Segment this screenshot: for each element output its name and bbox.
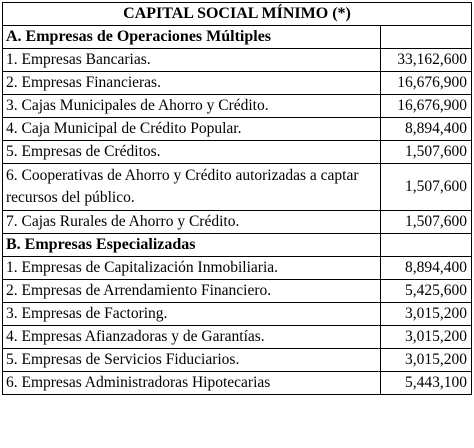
row-value: 1,507,600	[380, 140, 472, 164]
table-row: 1. Empresas Bancarias. 33,162,600	[2, 48, 472, 72]
row-value: 5,443,100	[380, 371, 472, 395]
row-label: 3. Cajas Municipales de Ahorro y Crédito…	[2, 94, 381, 118]
table-row: 2. Empresas de Arrendamiento Financiero.…	[2, 279, 472, 303]
row-label: 6. Empresas Administradoras Hipotecarias	[2, 371, 381, 395]
row-value: 5,425,600	[380, 279, 472, 303]
section-header-b: B. Empresas Especializadas	[2, 233, 381, 257]
table-row: 6. Cooperativas de Ahorro y Crédito auto…	[2, 163, 472, 211]
section-header-a-value	[380, 25, 472, 49]
row-value: 8,894,400	[380, 117, 472, 141]
row-value: 16,676,900	[380, 94, 472, 118]
section-header-a: A. Empresas de Operaciones Múltiples	[2, 25, 381, 49]
capital-table: CAPITAL SOCIAL MÍNIMO (*) A. Empresas de…	[2, 2, 472, 395]
row-value: 3,015,200	[380, 348, 472, 372]
row-value: 3,015,200	[380, 302, 472, 326]
row-value: 1,507,600	[380, 210, 472, 234]
row-label: 2. Empresas de Arrendamiento Financiero.	[2, 279, 381, 303]
table-row: 5. Empresas de Servicios Fiduciarios. 3,…	[2, 348, 472, 372]
row-value: 1,507,600	[380, 163, 472, 211]
table-title: CAPITAL SOCIAL MÍNIMO (*)	[2, 2, 472, 26]
row-label: 1. Empresas de Capitalización Inmobiliar…	[2, 256, 381, 280]
row-label: 4. Caja Municipal de Crédito Popular.	[2, 117, 381, 141]
row-label: 3. Empresas de Factoring.	[2, 302, 381, 326]
table-row: 4. Caja Municipal de Crédito Popular. 8,…	[2, 117, 472, 141]
row-label: 4. Empresas Afianzadoras y de Garantías.	[2, 325, 381, 349]
row-value: 16,676,900	[380, 71, 472, 95]
row-value: 8,894,400	[380, 256, 472, 280]
table-row: 1. Empresas de Capitalización Inmobiliar…	[2, 256, 472, 280]
section-header-row: A. Empresas de Operaciones Múltiples	[2, 25, 472, 49]
capital-table-container: CAPITAL SOCIAL MÍNIMO (*) A. Empresas de…	[2, 2, 472, 395]
table-row: 6. Empresas Administradoras Hipotecarias…	[2, 371, 472, 395]
table-row: 4. Empresas Afianzadoras y de Garantías.…	[2, 325, 472, 349]
row-label: 5. Empresas de Servicios Fiduciarios.	[2, 348, 381, 372]
row-label: 7. Cajas Rurales de Ahorro y Crédito.	[2, 210, 381, 234]
row-value: 33,162,600	[380, 48, 472, 72]
table-row: 2. Empresas Financieras. 16,676,900	[2, 71, 472, 95]
table-row: 7. Cajas Rurales de Ahorro y Crédito. 1,…	[2, 210, 472, 234]
table-title-row: CAPITAL SOCIAL MÍNIMO (*)	[2, 2, 472, 26]
row-value: 3,015,200	[380, 325, 472, 349]
table-row: 3. Empresas de Factoring. 3,015,200	[2, 302, 472, 326]
table-row: 5. Empresas de Créditos. 1,507,600	[2, 140, 472, 164]
row-label: 6. Cooperativas de Ahorro y Crédito auto…	[2, 163, 381, 211]
row-label: 5. Empresas de Créditos.	[2, 140, 381, 164]
section-header-b-value	[380, 233, 472, 257]
section-header-row: B. Empresas Especializadas	[2, 233, 472, 257]
row-label: 1. Empresas Bancarias.	[2, 48, 381, 72]
row-label: 2. Empresas Financieras.	[2, 71, 381, 95]
table-row: 3. Cajas Municipales de Ahorro y Crédito…	[2, 94, 472, 118]
